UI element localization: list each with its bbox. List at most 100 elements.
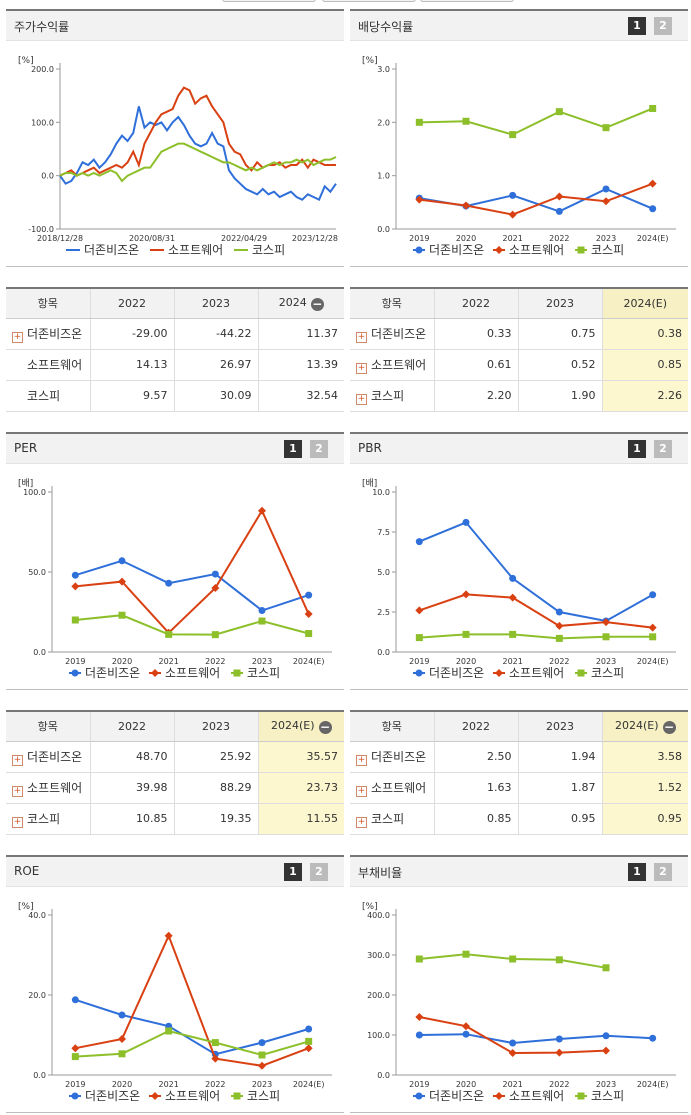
per-chart: [배]100.0 50.0 0.0 2019 2020 2021 2022 2023 2024(… (18, 478, 332, 680)
debt-ratio-panel: 부채비율 1 2 [%] 400.0 300.0 200.0 100.0 0.0 2019 2… (350, 855, 688, 1113)
x-tick-label: 2020 (456, 234, 476, 243)
y-tick-label: 2.0 (377, 118, 390, 127)
row-name-cell: + 코스피 (6, 803, 90, 835)
data-point (71, 1044, 80, 1053)
data-point (118, 611, 126, 619)
table-header-row: 항목 2022 2023 2024(E) − (6, 711, 344, 742)
series-line (75, 998, 309, 1056)
y-tick-label: 40.0 (28, 911, 46, 920)
x-tick-label: 2023/12/28 (292, 234, 338, 243)
col-header-2022: 2022 (433, 288, 518, 319)
expand-plus-icon[interactable]: + (12, 331, 23, 343)
data-point (555, 621, 564, 630)
legend-item[interactable]: 소프트웨어 (493, 1089, 564, 1103)
legend-label: 코스피 (247, 666, 280, 680)
legend-item[interactable]: 소프트웨어 (149, 666, 220, 680)
x-tick-label: 2019 (409, 1080, 429, 1089)
legend-item[interactable]: 코스피 (234, 243, 285, 257)
expand-plus-icon[interactable]: + (356, 331, 367, 343)
legend-item[interactable]: 코스피 (575, 666, 624, 680)
legend-item[interactable]: 코스피 (231, 1089, 280, 1103)
legend-item[interactable]: 더존비즈온 (66, 243, 139, 257)
data-point (602, 124, 610, 132)
legend-item[interactable]: 코스피 (575, 1089, 624, 1103)
y-tick-label: 0.0 (33, 648, 46, 657)
value-cell: 19.35 (173, 803, 258, 835)
expand-plus-icon[interactable]: + (356, 816, 367, 828)
data-point (462, 950, 470, 958)
collapse-minus-icon[interactable]: − (318, 719, 332, 734)
y-tick-label: 2.5 (377, 608, 390, 617)
legend-item[interactable]: 코스피 (231, 666, 280, 680)
top-toolbar-button[interactable] (322, 0, 416, 2)
legend-item[interactable]: 더존비즈온 (413, 1089, 484, 1103)
value-cell: 9.57 (89, 380, 174, 412)
data-point (602, 964, 610, 972)
value-cell: 0.61 (433, 349, 518, 381)
x-tick-label: 2019 (65, 1080, 85, 1089)
roe-title: ROE (14, 864, 40, 878)
data-point (602, 1046, 610, 1055)
legend-item[interactable]: 더존비즈온 (413, 243, 484, 257)
legend-item[interactable]: 소프트웨어 (150, 243, 223, 257)
data-point (649, 591, 657, 599)
col-header-2024e: 2024(E) (601, 288, 688, 319)
data-point (258, 617, 266, 625)
x-tick-label: 2019 (409, 657, 429, 666)
expand-plus-icon[interactable]: + (356, 362, 367, 374)
data-point (462, 590, 470, 599)
legend-label: 더존비즈온 (429, 666, 484, 680)
collapse-minus-icon[interactable]: − (662, 719, 676, 734)
legend-item[interactable]: 소프트웨어 (493, 666, 564, 680)
expand-plus-icon[interactable]: + (12, 816, 23, 828)
y-tick-label: 200.0 (367, 991, 390, 1000)
collapse-minus-icon[interactable]: − (310, 296, 324, 311)
legend-item[interactable]: 더존비즈온 (413, 666, 484, 680)
row-name-cell: 소프트웨어 (6, 349, 90, 381)
expand-plus-icon[interactable]: + (356, 785, 367, 797)
legend-item[interactable]: 코스피 (575, 243, 624, 257)
legend-item[interactable]: 소프트웨어 (149, 1089, 220, 1103)
expand-plus-icon[interactable]: + (356, 393, 367, 405)
legend-item[interactable]: 더존비즈온 (69, 666, 140, 680)
page-2-button[interactable]: 2 (654, 440, 672, 458)
roe-panel: ROE 1 2 [%] 40.0 20.0 0.0 2019 2020 2021 2022 20… (6, 855, 344, 1113)
table-header-row: 항목 2022 2023 2024(E) − (350, 711, 688, 742)
page-2-button[interactable]: 2 (654, 17, 672, 35)
y-tick-label: 20.0 (28, 991, 46, 1000)
page-1-button[interactable]: 1 (284, 863, 302, 881)
value-cell: 0.75 (517, 318, 602, 350)
row-name-cell: + 코스피 (350, 803, 434, 835)
data-point (462, 1022, 470, 1031)
top-toolbar-button[interactable] (222, 0, 316, 2)
data-point (648, 623, 657, 632)
expand-plus-icon[interactable]: + (12, 785, 23, 797)
page-2-button[interactable]: 2 (310, 863, 328, 881)
value-cell: 0.85 (433, 803, 518, 835)
page-1-button[interactable]: 1 (628, 863, 646, 881)
data-point (304, 610, 313, 619)
value-cell: -44.22 (173, 318, 258, 350)
stock-return-header: 주가수익률 (6, 11, 344, 41)
page-1-button[interactable]: 1 (628, 440, 646, 458)
legend-marker (495, 1092, 503, 1100)
value-cell: 10.85 (89, 803, 174, 835)
legend-item[interactable]: 소프트웨어 (493, 243, 564, 257)
legend-label: 코스피 (252, 243, 285, 257)
expand-plus-icon[interactable]: + (12, 754, 23, 766)
legend-item[interactable]: 더존비즈온 (69, 1089, 140, 1103)
top-toolbar-button[interactable] (420, 0, 514, 2)
value-cell: 0.38 (601, 318, 688, 350)
data-point (258, 1061, 266, 1070)
page-2-button[interactable]: 2 (654, 863, 672, 881)
page-2-button[interactable]: 2 (310, 440, 328, 458)
table-row: + 소프트웨어 39.98 88.29 23.73 (6, 772, 344, 804)
table-row: + 더존비즈온 48.70 25.92 35.57 (6, 741, 344, 773)
row-name: 소프트웨어 (371, 357, 427, 372)
dividend-yield-panel: 배당수익률 1 2 [%] 3.0 2.0 1.0 0.0 2019 2020 2021 202… (350, 9, 688, 267)
page-1-button[interactable]: 1 (628, 17, 646, 35)
value-cell: 2.50 (433, 741, 518, 773)
page-1-button[interactable]: 1 (284, 440, 302, 458)
row-name: 코스피 (27, 811, 61, 826)
expand-plus-icon[interactable]: + (356, 754, 367, 766)
